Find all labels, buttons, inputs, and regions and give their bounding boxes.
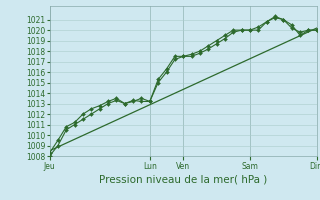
X-axis label: Pression niveau de la mer( hPa ): Pression niveau de la mer( hPa ) bbox=[99, 175, 267, 185]
